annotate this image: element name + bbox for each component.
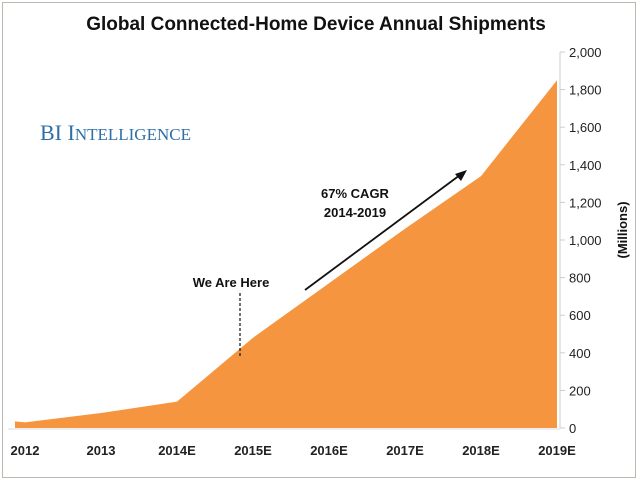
x-tick-label: 2014E <box>158 443 196 458</box>
y-tick-label: 200 <box>569 383 591 398</box>
y-tick-label: 1,600 <box>569 120 602 135</box>
x-tick-label: 2015E <box>234 443 272 458</box>
x-tick-label: 2018E <box>462 443 500 458</box>
cagr-period-label: 2014-2019 <box>324 205 386 220</box>
x-tick-label: 2019E <box>538 443 576 458</box>
y-tick-label: 0 <box>569 421 576 436</box>
cagr-arrow <box>304 174 461 291</box>
brand-logo: BI INTELLIGENCE <box>40 120 191 145</box>
y-tick-label: 1,800 <box>569 83 602 98</box>
y-tick-label: 2,000 <box>569 45 602 60</box>
y-tick-label: 800 <box>569 271 591 286</box>
cagr-label: 67% CAGR <box>321 186 390 201</box>
y-tick-label: 1,200 <box>569 195 602 210</box>
y-axis-label: (Millions) <box>615 201 630 258</box>
y-tick-label: 600 <box>569 308 591 323</box>
y-tick-label: 1,000 <box>569 233 602 248</box>
y-tick-label: 1,400 <box>569 158 602 173</box>
we-are-here-label: We Are Here <box>193 275 270 290</box>
chart-title: Global Connected-Home Device Annual Ship… <box>86 14 546 35</box>
area-series <box>15 80 557 428</box>
x-tick-label: 2013 <box>87 443 116 458</box>
x-tick-label: 2016E <box>310 443 348 458</box>
x-tick-label: 2012 <box>11 443 40 458</box>
x-tick-label: 2017E <box>386 443 424 458</box>
chart-frame <box>2 2 636 478</box>
cagr-arrow-head <box>455 170 467 181</box>
y-tick-label: 400 <box>569 346 591 361</box>
